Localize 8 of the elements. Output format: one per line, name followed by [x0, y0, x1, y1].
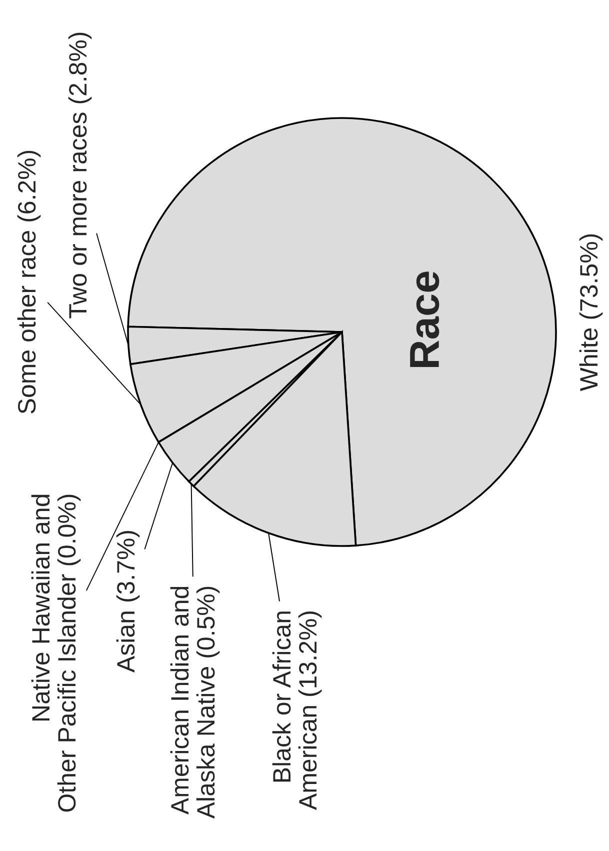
category-label: Native Hawaiian and Other Pacific Islander (0.0%) [31, 494, 81, 812]
slice-label: Two or more races (2.8%) [68, 32, 92, 318]
slice-label: Asian (3.7%) [116, 530, 140, 673]
slice-label: Some other race (6.2%) [17, 150, 41, 414]
slice-label: Black or African American (13.2%) [272, 612, 322, 810]
slice-label: American Indian and Alaska Native (0.5%) [170, 586, 220, 819]
slice-label: White (73.5%) [579, 234, 603, 392]
text: Race [410, 272, 440, 368]
